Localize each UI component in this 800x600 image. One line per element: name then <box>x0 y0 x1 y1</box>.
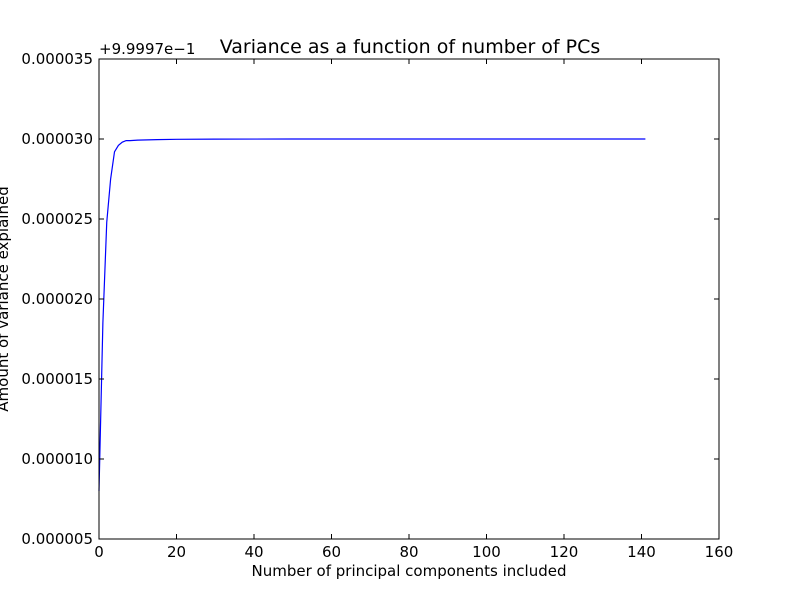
x-axis-label: Number of principal components included <box>252 562 567 580</box>
y-tick-label: 0.000020 <box>21 290 93 308</box>
y-tick-label: 0.000035 <box>21 50 93 68</box>
x-tick-label: 100 <box>472 543 501 561</box>
series-layer <box>98 138 646 492</box>
y-tick-label: 0.000025 <box>21 210 93 228</box>
series-line-0 <box>98 138 646 492</box>
plot-area <box>99 59 719 539</box>
y-axis-label: Amount of variance explained <box>0 186 12 411</box>
y-tick-label: 0.000015 <box>21 370 93 388</box>
y-tick-label: 0.000030 <box>21 130 93 148</box>
x-axis-ticks: 0 20 40 60 80 100 120 140 160 <box>94 59 733 561</box>
y-tick-label: 0.000010 <box>21 450 93 468</box>
x-tick-label: 40 <box>244 543 263 561</box>
y-tick-label: 0.000005 <box>21 530 93 548</box>
x-tick-label: 20 <box>167 543 186 561</box>
x-tick-label: 160 <box>705 543 734 561</box>
x-tick-label: 80 <box>399 543 418 561</box>
y-axis-ticks: 0.000005 0.000010 0.000015 0.000020 0.000025… <box>21 50 719 548</box>
x-tick-label: 140 <box>627 543 656 561</box>
x-tick-label: 120 <box>550 543 579 561</box>
y-offset-label: +9.9997e−1 <box>99 40 195 58</box>
x-tick-label: 60 <box>322 543 341 561</box>
x-tick-label: 0 <box>94 543 104 561</box>
chart-title: Variance as a function of number of PCs <box>220 36 601 58</box>
